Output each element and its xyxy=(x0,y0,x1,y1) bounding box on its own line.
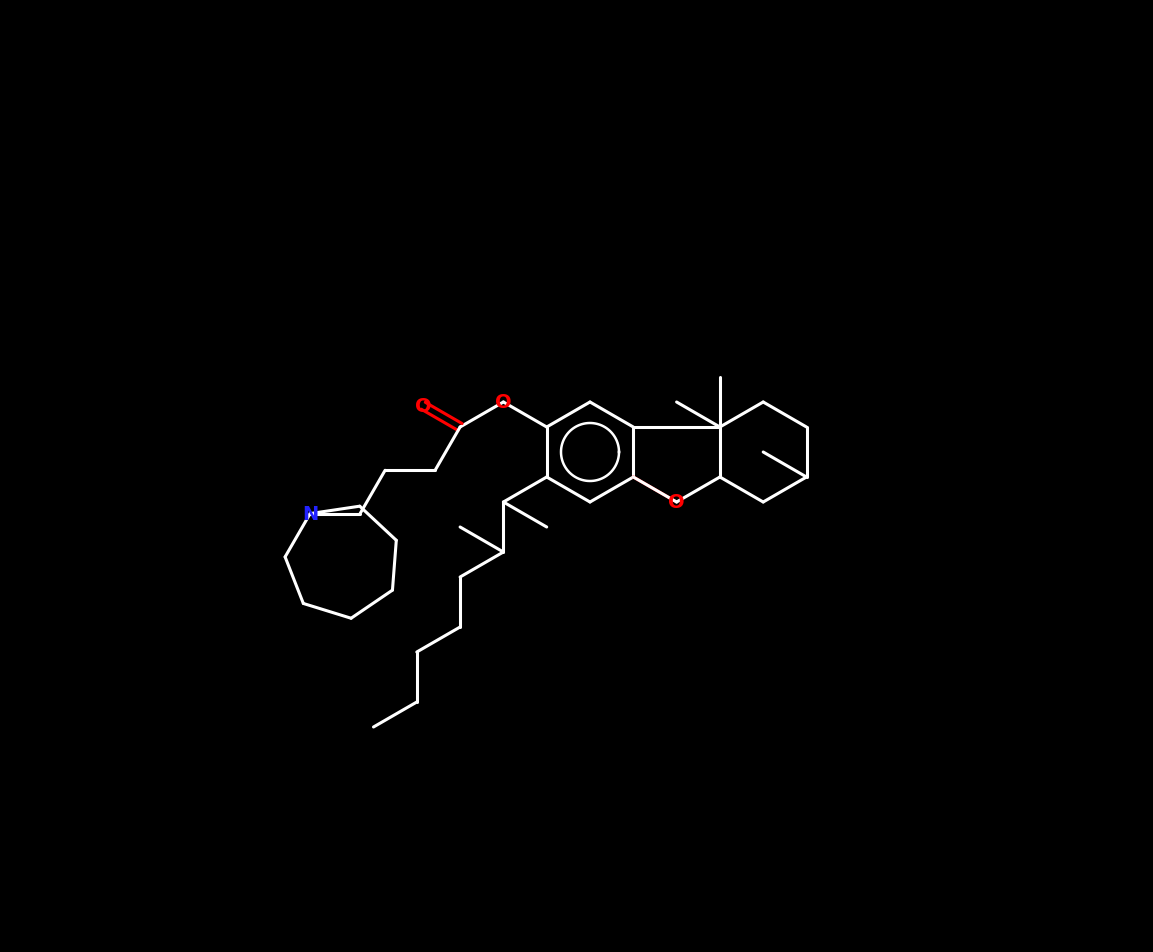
Text: O: O xyxy=(669,493,685,512)
Text: O: O xyxy=(495,393,512,412)
Text: N: N xyxy=(302,505,318,524)
Text: O: O xyxy=(415,397,431,416)
